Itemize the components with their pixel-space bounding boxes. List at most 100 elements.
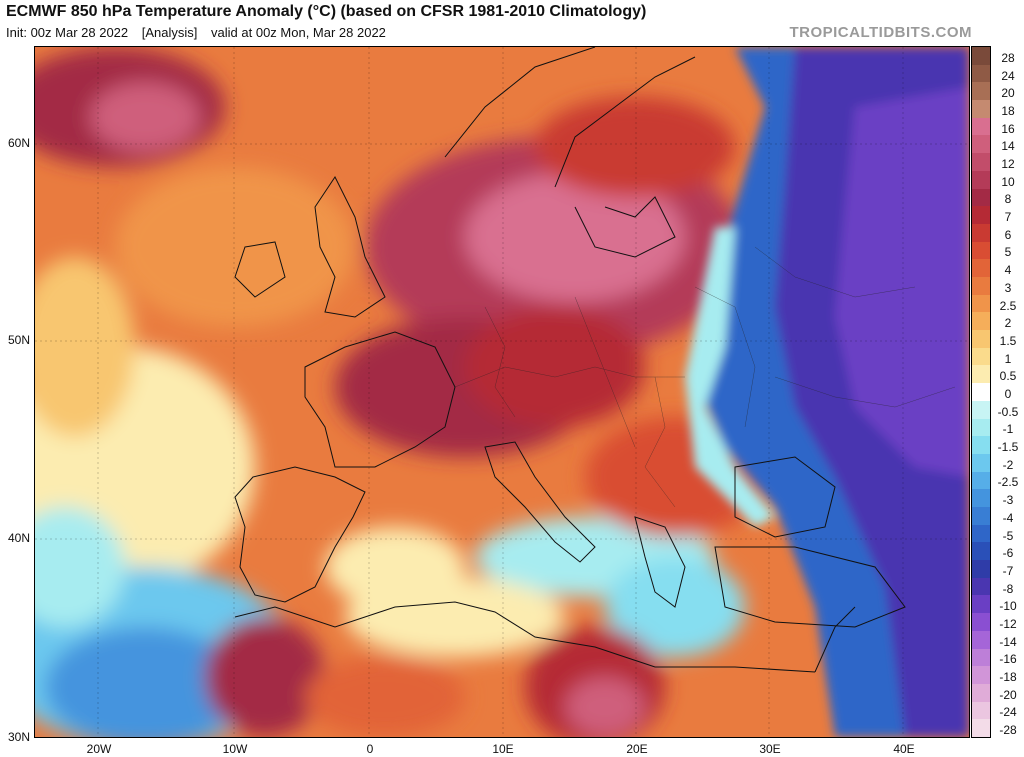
colorbar-swatch [972,223,990,243]
colorbar-tick-label: 20 [1001,86,1015,101]
anomaly-map [34,46,970,738]
colorbar-tick-label: -12 [999,617,1017,631]
colorbar-tick-label: 7 [1004,210,1012,225]
colorbar-tick-label: 16 [1001,121,1015,136]
colorbar-swatch [972,489,990,508]
colorbar-swatch [972,683,990,703]
colorbar-tick-label: 1 [1004,351,1012,366]
colorbar-tick-label: -2.5 [997,475,1019,490]
colorbar-tick-label: -20 [999,687,1017,702]
colorbar-tick-label: -0.5 [997,404,1019,419]
colorbar-tick-label: 28 [1001,50,1015,65]
colorbar-tick-label: -7 [1002,563,1014,578]
colorbar-swatch [972,524,990,543]
lat-label-60n: 60N [7,136,30,150]
colorbar-swatch [972,400,990,420]
colorbar-tick-label: -4 [1002,510,1014,525]
colorbar-swatch [972,542,990,561]
colorbar-swatch [972,47,990,66]
colorbar-swatch [972,471,990,490]
lon-label-20w: 20W [86,742,112,756]
colorbar-tick-label: -18 [999,670,1017,685]
init-time: Init: 00z Mar 28 2022 [6,25,129,40]
colorbar-tick-label: -8 [1002,581,1014,596]
colorbar-tick-label: 0.5 [999,369,1017,384]
colorbar-tick-label: 6 [1004,227,1012,242]
colorbar-swatch [972,595,990,614]
colorbar-swatch [972,436,990,455]
lat-label-40n: 40N [7,531,30,545]
colorbar-tick-label: -14 [999,634,1017,649]
coastlines [234,47,906,673]
colorbar-swatch [972,259,990,278]
colorbar-tick-label: -6 [1002,546,1014,561]
lon-label-20e: 20E [626,742,648,756]
lat-label-50n: 50N [7,333,30,347]
colorbar-swatch [972,188,990,207]
colorbar-tick-label: -1.5 [997,440,1019,455]
lon-label-0: 0 [366,742,374,756]
colorbar-swatch [972,135,990,154]
colorbar-tick-label: 4 [1004,263,1012,278]
colorbar-tick-label: 2.5 [999,298,1017,313]
colorbar-swatch [972,241,990,260]
map-title: ECMWF 850 hPa Temperature Anomaly (°C) (… [6,3,647,20]
site-watermark: TROPICALTIDBITS.COM [789,24,972,41]
colorbar-tick-label: 24 [1001,68,1015,83]
country-borders [454,246,956,508]
colorbar-tick-label: 2 [1004,316,1012,331]
colorbar-swatch [972,206,990,225]
colorbar-swatch [972,170,990,190]
map-subtitle: Init: 00z Mar 28 2022 [Analysis] valid a… [6,25,396,40]
colorbar-tick-label: -2 [1002,457,1014,472]
colorbar-swatch [972,153,990,172]
colorbar-swatch [972,630,990,650]
colorbar [971,46,991,738]
colorbar-tick-label: 1.5 [999,333,1017,348]
colorbar-swatch [972,117,990,136]
colorbar-tick-label: -10 [999,599,1017,614]
colorbar-swatch [972,666,990,685]
colorbar-swatch [972,560,990,579]
colorbar-tick-label: -1 [1002,422,1014,437]
colorbar-swatch [972,701,990,720]
colorbar-swatch [972,719,990,738]
analysis-tag: [Analysis] [141,25,198,40]
colorbar-tick-label: 12 [1001,157,1015,171]
colorbar-tick-label: 3 [1004,280,1012,295]
valid-time: valid at 00z Mon, Mar 28 2022 [211,25,386,40]
colorbar-swatch [972,577,990,596]
colorbar-tick-label: -16 [999,652,1017,667]
colorbar-tick-label: -24 [999,705,1017,720]
colorbar-swatch [972,453,990,473]
colorbar-swatch [972,312,990,331]
colorbar-swatch [972,365,990,384]
colorbar-swatch [972,330,990,349]
lon-label-30e: 30E [759,742,781,756]
colorbar-tick-label: 14 [1001,139,1015,154]
colorbar-swatch [972,82,990,101]
colorbar-tick-label: 5 [1004,245,1012,260]
graticule [35,47,969,737]
colorbar-swatch [972,347,990,366]
colorbar-swatch [972,64,990,83]
colorbar-tick-label: -3 [1002,493,1014,508]
colorbar-swatch [972,383,990,402]
lat-label-30n: 30N [7,730,30,744]
colorbar-swatch [972,418,990,437]
lon-label-40e: 40E [893,742,915,756]
colorbar-tick-label: 0 [1004,387,1012,401]
colorbar-swatch [972,507,990,526]
colorbar-swatch [972,277,990,296]
colorbar-tick-label: -28 [999,723,1017,738]
colorbar-tick-label: -5 [1002,528,1014,543]
colorbar-swatch [972,294,990,313]
colorbar-tick-label: 10 [1001,174,1015,189]
colorbar-swatch [972,100,990,119]
anomaly-field [35,47,969,737]
colorbar-swatch [972,648,990,667]
colorbar-tick-label: 8 [1004,192,1012,207]
colorbar-swatch [972,613,990,632]
colorbar-tick-label: 18 [1001,103,1015,118]
lon-label-10w: 10W [222,742,248,756]
